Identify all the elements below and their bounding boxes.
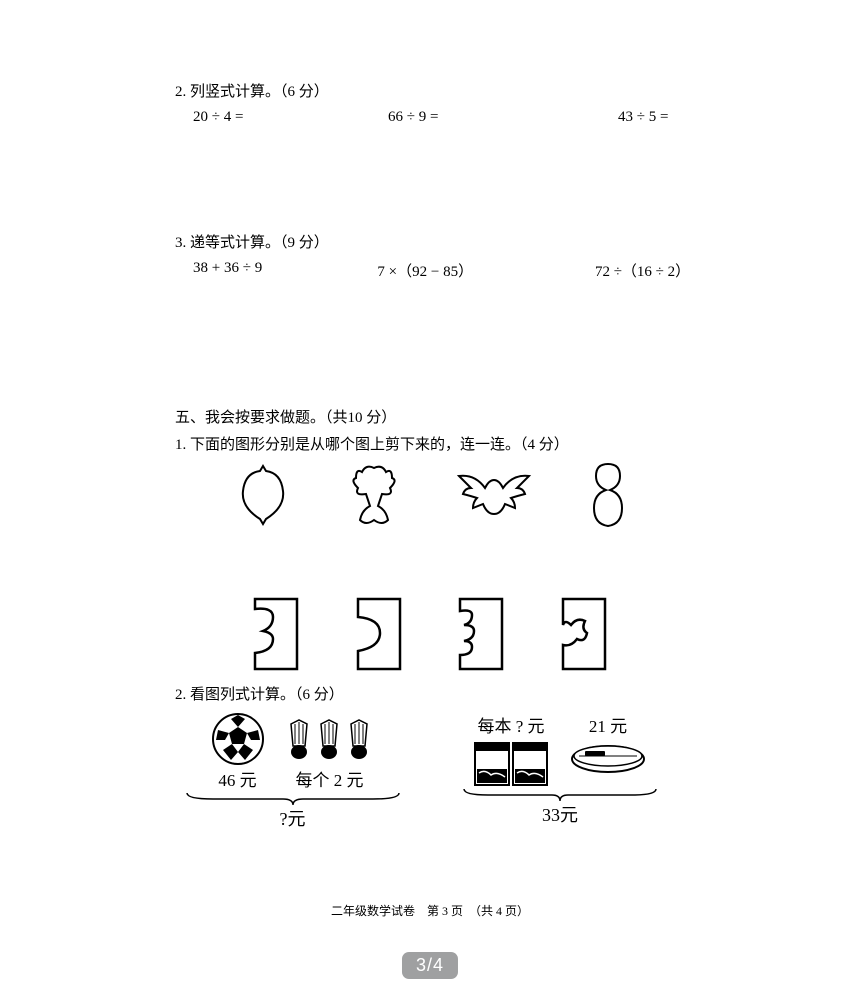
q3-eq2: 7 ×（92 − 85） [377,260,595,281]
question-2: 2. 列竖式计算。（6 分） 20 ÷ 4 = 66 ÷ 9 = 43 ÷ 5 … [175,80,685,126]
shape-gourd-icon [588,460,628,530]
shape-lantern-icon [233,463,293,527]
page-footer: 二年级数学试卷 第 3 页 （共 4 页） [0,902,860,919]
wp-left-total: ?元 [280,805,306,831]
q2-eq2: 66 ÷ 9 = [388,109,618,126]
q3-title: 3. 递等式计算。（9 分） [175,231,685,252]
wp-right-total: 33元 [542,801,578,827]
bottom-shapes-row [175,595,685,673]
cutout-2-icon [352,595,406,673]
shuttlecock-price-label: 每个 2 元 [296,766,364,791]
q2-equations: 20 ÷ 4 = 66 ÷ 9 = 43 ÷ 5 = [175,109,685,126]
ball-price-label: 46 元 [218,766,256,791]
section5-heading: 五、我会按要求做题。（共10 分） [175,406,685,427]
wp-shuttlecocks: 每个 2 元 [285,716,375,791]
pencil-case-icon [569,741,647,775]
page-indicator-badge: 3/4 [402,952,458,979]
section-5: 五、我会按要求做题。（共10 分） 1. 下面的图形分别是从哪个图上剪下来的，连… [175,406,685,831]
q2-eq1: 20 ÷ 4 = [193,109,388,126]
q3-eq3: 72 ÷（16 ÷ 2） [595,260,685,281]
cutout-4-icon [557,595,611,673]
wp-right: 每本 ? 元 21 元 [450,712,670,831]
q2-eq3: 43 ÷ 5 = [618,109,668,126]
shuttlecocks-icon [285,716,375,766]
case-price-label: 21 元 [589,712,627,737]
book-price-q-label: 每本 ? 元 [477,712,544,737]
q2-title: 2. 列竖式计算。（6 分） [175,80,685,101]
question-3: 3. 递等式计算。（9 分） 38 + 36 ÷ 9 7 ×（92 − 85） … [175,231,685,281]
wp-books: 每本 ? 元 [473,712,549,787]
wp-ball: 46 元 [211,712,265,791]
page-content: 2. 列竖式计算。（6 分） 20 ÷ 4 = 66 ÷ 9 = 43 ÷ 5 … [0,0,860,831]
books-icon [473,741,549,787]
cutout-1-icon [249,595,303,673]
q3-eq1: 38 + 36 ÷ 9 [193,260,377,281]
section5-q2: 2. 看图列式计算。（6 分） [175,683,685,704]
soccer-ball-icon [211,712,265,766]
section5-q1: 1. 下面的图形分别是从哪个图上剪下来的，连一连。（4 分） [175,433,685,454]
top-shapes-row [175,460,685,530]
cutout-3-icon [454,595,508,673]
shape-flower-icon [348,462,400,528]
wp-pencilcase: 21 元 [569,712,647,775]
shape-wings-icon [455,470,533,520]
word-problems: 46 元 [175,712,685,831]
q3-equations: 38 + 36 ÷ 9 7 ×（92 − 85） 72 ÷（16 ÷ 2） [175,260,685,281]
wp-left: 46 元 [175,712,410,831]
